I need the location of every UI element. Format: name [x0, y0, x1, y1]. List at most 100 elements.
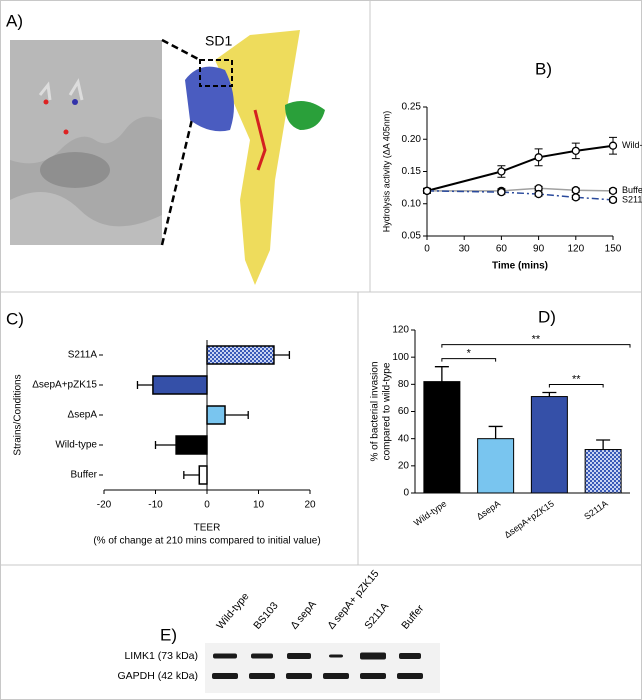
- atom: [63, 129, 69, 135]
- series-label: Buffer: [622, 185, 642, 195]
- panel-a: A) SD1: [6, 11, 325, 285]
- panel-label: C): [6, 309, 24, 328]
- lane-label: Δ sepA: [288, 598, 319, 631]
- x-tick-label: 90: [533, 244, 545, 255]
- data-point: [608, 186, 618, 196]
- protein-domain: [285, 101, 325, 130]
- band: [323, 673, 349, 679]
- significance-label: **: [532, 334, 541, 346]
- panel-e: E) Wild-type BS103 Δ sepA Δ sepA+ pZK15S211…: [117, 568, 440, 693]
- series-label: S211A: [622, 194, 642, 204]
- x-axis-title: Time (mins): [492, 261, 548, 272]
- significance-bracket: [548, 383, 604, 388]
- bar: [530, 396, 568, 494]
- bar: [477, 438, 515, 494]
- data-point: [422, 186, 432, 196]
- band: [287, 653, 311, 659]
- row-label: GAPDH (42 kDa): [117, 670, 198, 682]
- y-tick-label: 40: [398, 433, 410, 444]
- x-tick-label: ΔsepA: [475, 498, 502, 521]
- band: [360, 673, 386, 679]
- significance-bracket: [441, 344, 631, 348]
- error-bar: [225, 411, 249, 419]
- bar: [198, 465, 208, 485]
- y-axis-title: Strains/Conditions: [13, 374, 24, 455]
- data-point: [571, 146, 580, 156]
- band: [399, 653, 421, 659]
- x-tick-label: 20: [304, 500, 316, 511]
- y-tick-label: 0.15: [402, 166, 422, 177]
- significance-label: **: [572, 373, 581, 385]
- y-tick-label: 20: [398, 460, 410, 471]
- significance-label: *: [467, 348, 472, 360]
- y-tick-label: 0: [403, 488, 409, 499]
- y-tick-label: Wild-type: [55, 440, 97, 451]
- panel-label: D): [538, 307, 556, 326]
- bar: [206, 405, 226, 425]
- x-tick-label: 0: [204, 500, 210, 511]
- y-tick-label: 60: [398, 406, 410, 417]
- y-axis-title: % of bacterial invasion: [370, 361, 381, 461]
- x-tick-label: ΔsepA+pZK15: [502, 498, 556, 540]
- surface-shade: [10, 40, 162, 164]
- error-bar: [183, 471, 200, 479]
- series-line: [427, 187, 614, 192]
- x-tick-label: S211A: [582, 498, 609, 521]
- y-tick-label: 80: [398, 379, 410, 390]
- band: [397, 673, 423, 679]
- error-bar: [136, 381, 153, 389]
- error-bar: [596, 439, 611, 450]
- data-point: [571, 186, 580, 195]
- error-bar: [273, 351, 291, 359]
- surface-shade: [10, 192, 162, 245]
- blot-image: [205, 643, 440, 693]
- bar: [584, 449, 622, 494]
- bar: [423, 381, 461, 494]
- data-point: [497, 187, 506, 197]
- x-tick-label: Wild-type: [412, 498, 448, 528]
- series-line: [426, 144, 614, 192]
- zoom-line: [161, 38, 201, 62]
- y-axis-title: Hydrolysis activity (ΔA 405nm): [381, 111, 391, 233]
- error-bar: [542, 391, 557, 397]
- bar: [152, 375, 208, 395]
- x-tick-label: 0: [424, 244, 430, 255]
- lane-label: S211A: [362, 600, 391, 631]
- x-tick-label: -20: [97, 500, 112, 511]
- x-tick-label: 120: [567, 244, 584, 255]
- y-tick-label: 0.25: [402, 102, 422, 113]
- error-bar: [434, 366, 449, 382]
- band: [251, 653, 273, 659]
- x-tick-label: -10: [148, 500, 163, 511]
- inset-box: [199, 59, 233, 87]
- x-tick-label: 30: [459, 244, 471, 255]
- inset-label: SD1: [205, 33, 232, 49]
- lane-label: BS103: [251, 600, 281, 632]
- band: [329, 654, 343, 658]
- y-tick-label: 100: [392, 352, 409, 363]
- protein-stalk: [215, 30, 300, 285]
- y-tick-label: Buffer: [71, 470, 98, 481]
- error-bar: [154, 441, 177, 449]
- x-tick-label: 150: [605, 244, 622, 255]
- data-point: [608, 141, 618, 150]
- surface-shade: [40, 152, 110, 188]
- panel-label: E): [160, 625, 177, 644]
- data-point: [534, 189, 543, 199]
- x-tick-label: 10: [253, 500, 265, 511]
- data-point: [571, 193, 580, 202]
- y-tick-label: ΔsepA: [68, 410, 98, 421]
- y-tick-label: ΔsepA+pZK15: [32, 380, 97, 391]
- y-tick-label: 0.05: [402, 231, 422, 242]
- series-line: [426, 190, 614, 201]
- y-tick-label: 120: [392, 325, 409, 336]
- data-point: [534, 153, 543, 162]
- y-axis-title: compared to wild-type: [382, 362, 393, 460]
- y-tick-label: 0.10: [402, 198, 422, 209]
- series-label: Wild-type: [622, 140, 642, 150]
- x-axis-title: (% of change at 210 mins compared to ini…: [93, 536, 320, 547]
- error-bar: [488, 425, 503, 439]
- residue: [38, 78, 84, 101]
- y-tick-label: 0.20: [402, 134, 422, 145]
- band: [213, 653, 237, 659]
